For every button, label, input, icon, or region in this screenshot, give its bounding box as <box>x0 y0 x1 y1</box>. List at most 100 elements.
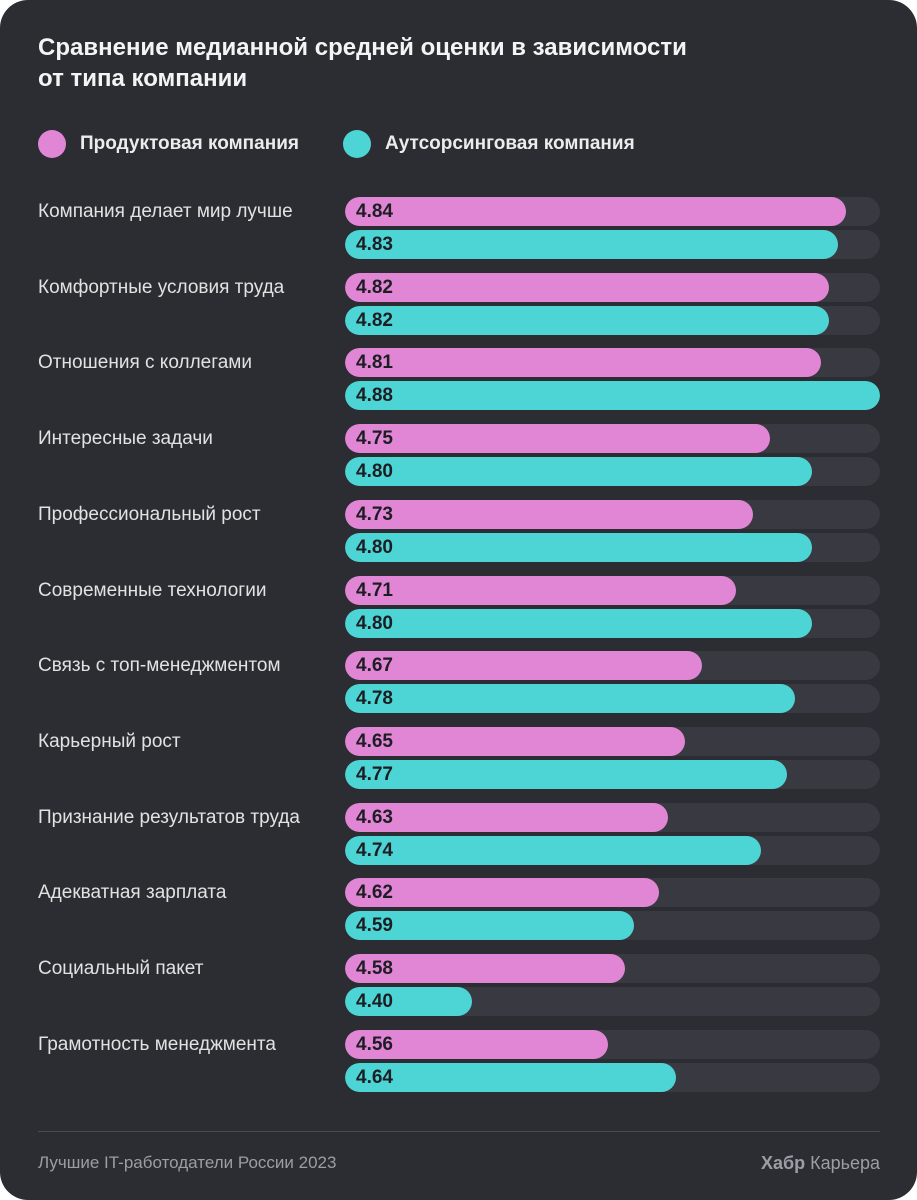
category-label: Связь с топ-менеджментом <box>38 655 281 677</box>
bar-product: 4.56 <box>345 1029 609 1059</box>
bar-product: 4.84 <box>345 197 847 226</box>
category-label: Социальный пакет <box>38 958 204 979</box>
category-label: Компания делает мир лучше <box>38 201 293 222</box>
bar-track-outsourcing: 4.59 <box>345 911 880 941</box>
category-label: Интересные задачи <box>38 428 213 450</box>
value-label-product: 4.75 <box>356 428 393 450</box>
legend-item-product: Продуктовая компания <box>38 130 338 158</box>
value-label-product: 4.71 <box>356 579 393 601</box>
value-label-product: 4.84 <box>356 201 393 222</box>
bar-outsourcing: 4.78 <box>345 684 796 714</box>
value-label-product: 4.81 <box>356 352 393 374</box>
bar-track-outsourcing: 4.74 <box>345 835 880 865</box>
category-label: Профессиональный рост <box>38 503 261 525</box>
bar-product: 4.73 <box>345 499 753 529</box>
bar-track-product: 4.65 <box>345 726 880 756</box>
bar-product: 4.62 <box>345 878 660 908</box>
value-label-product: 4.63 <box>356 806 393 828</box>
value-label-product: 4.62 <box>356 882 393 904</box>
value-label-product: 4.56 <box>356 1033 393 1055</box>
bar-track-product: 4.73 <box>345 499 880 529</box>
bar-outsourcing: 4.64 <box>345 1062 677 1092</box>
category-row: Комфортные условия труда 4.82 4.82 <box>0 272 917 335</box>
bar-track-outsourcing: 4.80 <box>345 608 880 638</box>
value-label-product: 4.58 <box>356 958 393 979</box>
bar-track-product: 4.58 <box>345 954 880 983</box>
bar-outsourcing: 4.80 <box>345 532 813 562</box>
category-row: Современные технологии 4.71 4.80 <box>0 575 917 638</box>
brand-name-bold: Хабр <box>760 1153 806 1173</box>
bar-track-outsourcing: 4.78 <box>345 684 880 714</box>
bar-track-product: 4.75 <box>345 424 880 454</box>
value-label-product: 4.65 <box>356 730 393 752</box>
brand-logo: Хабр Карьера <box>761 1151 880 1175</box>
category-row: Адекватная зарплата 4.62 4.59 <box>0 878 917 941</box>
bar-track-product: 4.63 <box>345 802 880 832</box>
brand-name-regular: Карьера <box>810 1153 880 1173</box>
value-label-outsourcing: 4.83 <box>356 234 393 255</box>
bar-outsourcing: 4.80 <box>345 608 813 638</box>
category-row: Признание результатов труда 4.63 4.74 <box>0 802 917 865</box>
bar-outsourcing: 4.82 <box>345 305 830 335</box>
legend-label-outsourcing: Аутсорсинговая компания <box>385 133 635 154</box>
category-row: Отношения с коллегами 4.81 4.88 <box>0 348 917 411</box>
value-label-outsourcing: 4.59 <box>356 915 393 937</box>
bar-track-product: 4.71 <box>345 575 880 605</box>
value-label-outsourcing: 4.88 <box>356 385 393 407</box>
bar-product: 4.81 <box>345 348 821 378</box>
legend-label-product: Продуктовая компания <box>80 133 299 154</box>
bar-track-product: 4.82 <box>345 272 880 302</box>
category-row: Карьерный рост 4.65 4.77 <box>0 726 917 789</box>
value-label-outsourcing: 4.82 <box>356 309 393 331</box>
value-label-outsourcing: 4.40 <box>356 991 393 1012</box>
value-label-outsourcing: 4.77 <box>356 763 393 785</box>
bar-outsourcing: 4.40 <box>345 987 473 1016</box>
bar-product: 4.71 <box>345 575 736 605</box>
bar-outsourcing: 4.88 <box>345 381 880 411</box>
bar-product: 4.65 <box>345 726 685 756</box>
bar-track-product: 4.84 <box>345 197 880 226</box>
category-label: Грамотность менеджмента <box>38 1033 276 1055</box>
category-label: Отношения с коллегами <box>38 352 252 374</box>
value-label-outsourcing: 4.80 <box>356 612 393 634</box>
bar-outsourcing: 4.80 <box>345 457 813 487</box>
value-label-outsourcing: 4.64 <box>356 1066 393 1088</box>
bar-product: 4.58 <box>345 954 626 983</box>
bar-track-outsourcing: 4.64 <box>345 1062 880 1092</box>
bar-outsourcing: 4.59 <box>345 911 634 941</box>
bar-track-product: 4.56 <box>345 1029 880 1059</box>
bar-outsourcing: 4.77 <box>345 759 787 789</box>
category-row: Профессиональный рост 4.73 4.80 <box>0 499 917 562</box>
footer-divider <box>38 1131 880 1132</box>
category-row: Грамотность менеджмента 4.56 4.64 <box>0 1029 917 1092</box>
value-label-product: 4.82 <box>356 276 393 298</box>
value-label-product: 4.73 <box>356 503 393 525</box>
bar-track-outsourcing: 4.83 <box>345 230 880 259</box>
bar-track-outsourcing: 4.82 <box>345 305 880 335</box>
bar-track-outsourcing: 4.80 <box>345 532 880 562</box>
footer-source: Лучшие IT-работодатели России 2023 <box>38 1153 337 1172</box>
legend-swatch-outsourcing <box>343 130 371 158</box>
category-row: Компания делает мир лучше 4.84 4.83 <box>0 197 917 259</box>
category-label: Карьерный рост <box>38 730 181 752</box>
bar-track-outsourcing: 4.88 <box>345 381 880 411</box>
bar-track-product: 4.62 <box>345 878 880 908</box>
category-row: Интересные задачи 4.75 4.80 <box>0 424 917 487</box>
bar-product: 4.63 <box>345 802 668 832</box>
value-label-outsourcing: 4.74 <box>356 839 393 861</box>
bar-track-outsourcing: 4.40 <box>345 987 880 1016</box>
value-label-outsourcing: 4.80 <box>356 461 393 483</box>
chart-title: Сравнение медианной средней оценки в зав… <box>38 34 687 92</box>
category-label: Современные технологии <box>38 579 267 601</box>
value-label-outsourcing: 4.78 <box>356 688 393 710</box>
bar-outsourcing: 4.83 <box>345 230 838 259</box>
value-label-product: 4.67 <box>356 655 393 677</box>
bar-product: 4.75 <box>345 424 770 454</box>
value-label-outsourcing: 4.80 <box>356 536 393 558</box>
legend-swatch-product <box>38 130 66 158</box>
bar-track-outsourcing: 4.80 <box>345 457 880 487</box>
category-row: Социальный пакет 4.58 4.40 <box>0 954 917 1016</box>
bar-product: 4.67 <box>345 651 702 681</box>
category-row: Связь с топ-менеджментом 4.67 4.78 <box>0 651 917 714</box>
